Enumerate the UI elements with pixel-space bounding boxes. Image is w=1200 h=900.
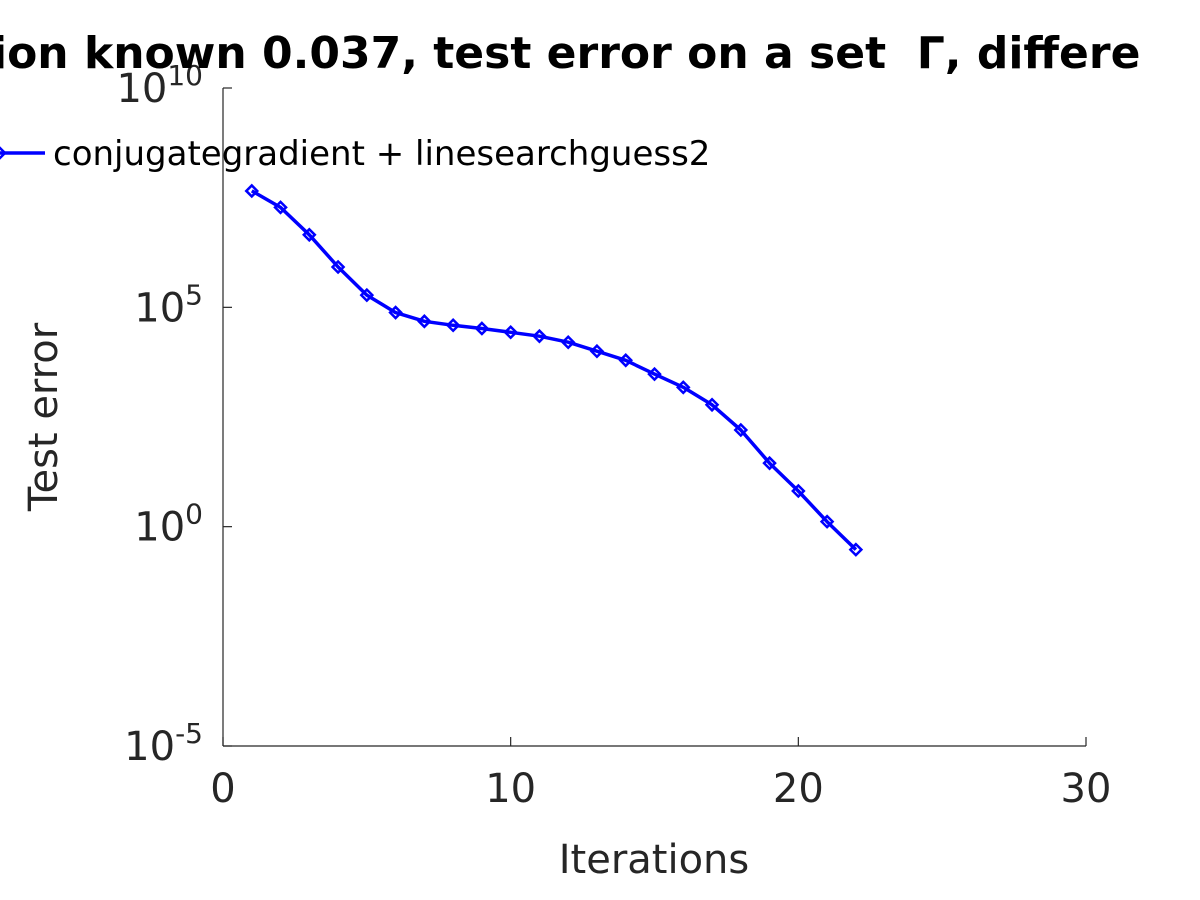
data-point-marker bbox=[819, 514, 835, 529]
y-tick-label: 100 bbox=[134, 498, 203, 551]
y-tick-label: 10-5 bbox=[124, 717, 203, 770]
data-point-marker bbox=[762, 455, 777, 471]
data-point-marker bbox=[791, 483, 806, 499]
data-point-marker bbox=[330, 259, 346, 275]
y-tick-base: 10 bbox=[124, 724, 175, 770]
data-point-marker bbox=[474, 321, 490, 336]
data-point-marker bbox=[388, 305, 403, 320]
y-tick-exponent: 0 bbox=[185, 498, 203, 531]
data-point-marker bbox=[589, 343, 605, 359]
data-point-marker bbox=[532, 328, 547, 344]
data-point-marker bbox=[848, 542, 864, 557]
data-point-marker bbox=[359, 287, 375, 303]
data-point-marker bbox=[618, 353, 634, 368]
y-tick-base: 10 bbox=[134, 505, 185, 551]
legend-entry-label: conjugategradient + linesearchguess2 bbox=[53, 134, 710, 174]
data-point-marker bbox=[445, 318, 461, 333]
data-point-marker bbox=[560, 334, 576, 350]
data-point-marker bbox=[704, 397, 720, 413]
x-ticks: 0 10 20 30 bbox=[210, 737, 1111, 812]
series-line bbox=[250, 189, 858, 551]
data-point-marker bbox=[675, 380, 691, 395]
legend: conjugategradient + linesearchguess2 bbox=[0, 134, 710, 174]
y-tick-label: 1010 bbox=[116, 59, 203, 112]
x-axis-label: Iterations bbox=[559, 837, 750, 883]
y-tick-exponent: 10 bbox=[167, 59, 203, 92]
y-tick-exponent: 5 bbox=[185, 278, 203, 311]
data-point-marker bbox=[273, 200, 288, 215]
y-tick-base: 10 bbox=[116, 66, 167, 112]
x-tick-label: 20 bbox=[773, 766, 824, 812]
y-axis-label: Test error bbox=[21, 322, 67, 512]
data-point-marker bbox=[302, 227, 317, 243]
data-point-marker bbox=[503, 325, 518, 340]
y-tick-exponent: -5 bbox=[175, 717, 203, 750]
data-point-marker bbox=[417, 314, 432, 329]
x-tick-label: 0 bbox=[210, 766, 235, 812]
x-tick-label: 30 bbox=[1061, 766, 1112, 812]
data-point-marker bbox=[647, 366, 662, 382]
y-tick-label: 105 bbox=[134, 278, 203, 331]
y-tick-base: 10 bbox=[134, 285, 185, 331]
series-group bbox=[244, 183, 864, 557]
data-point-marker bbox=[244, 183, 260, 199]
legend-marker-swatch bbox=[0, 146, 7, 160]
data-point-marker bbox=[733, 422, 749, 438]
x-tick-label: 10 bbox=[485, 766, 536, 812]
axes bbox=[222, 88, 1086, 747]
chart-title: ion known 0.037, test error on a set Γ, … bbox=[0, 28, 1140, 79]
